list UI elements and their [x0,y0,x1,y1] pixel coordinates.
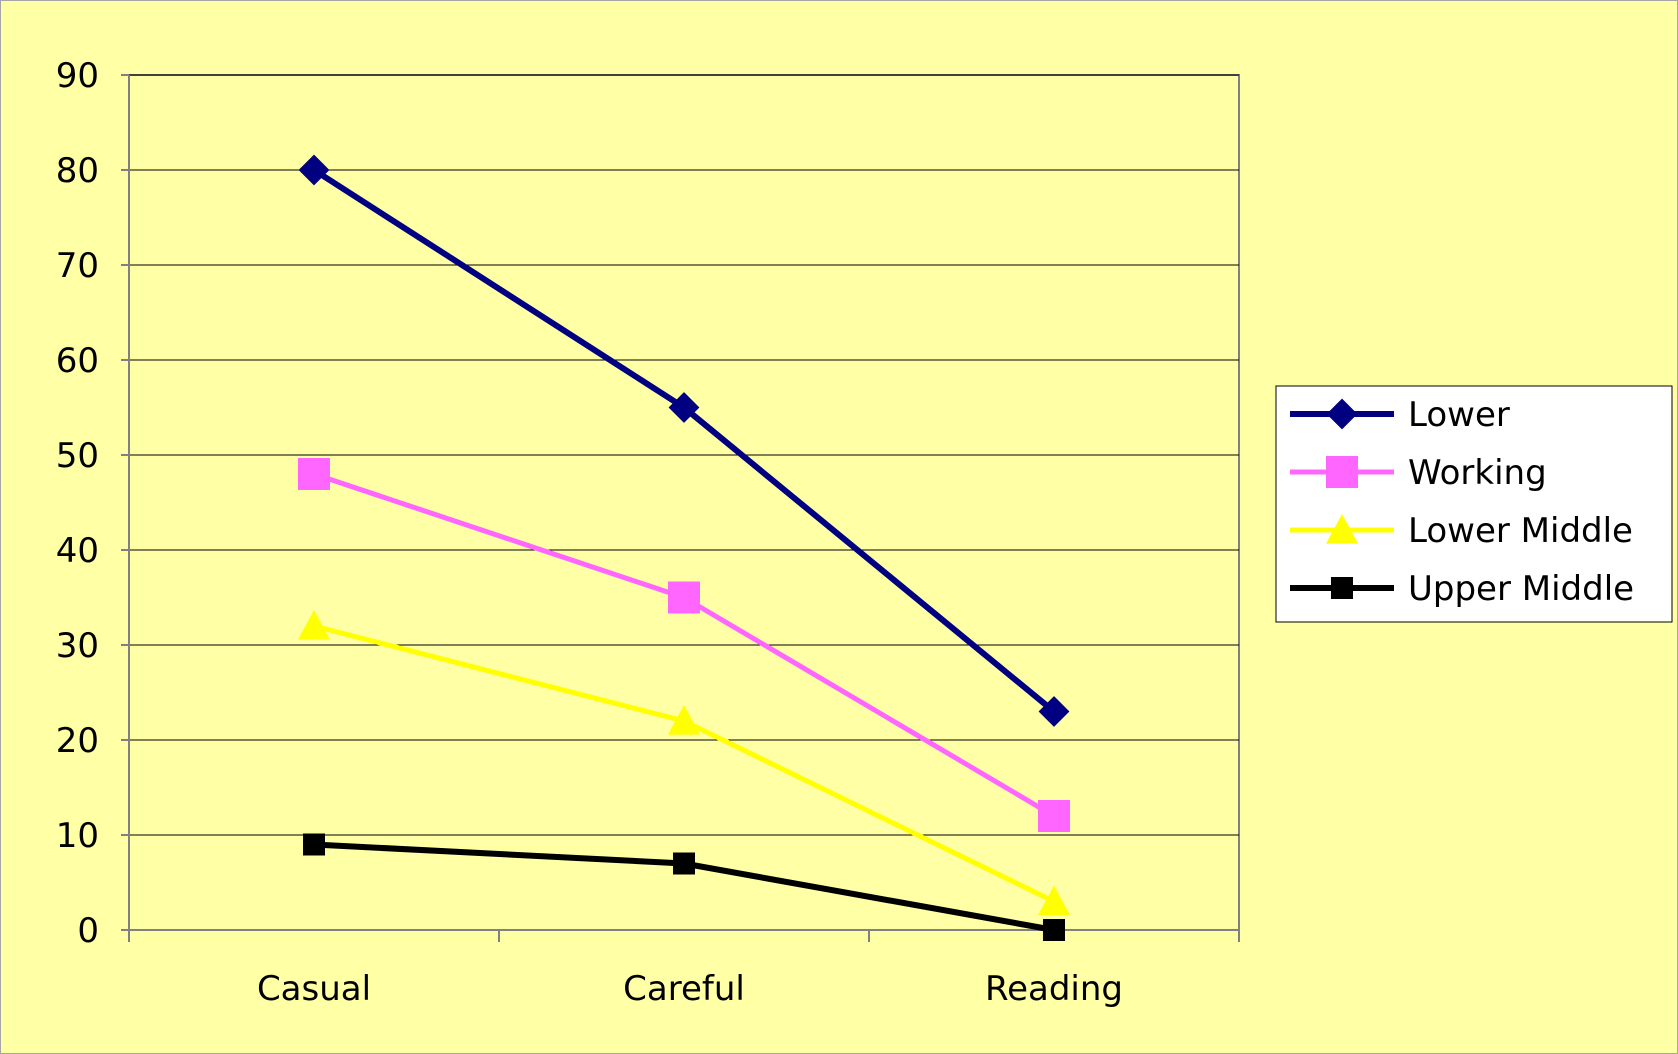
y-tick-label: 70 [56,246,99,286]
series-upper-middle [303,833,1065,941]
plot-area [128,74,1240,931]
x-tick-label: Reading [985,969,1123,1009]
y-tick-label: 90 [56,56,99,96]
series-lower [298,154,1070,727]
data-point [1038,800,1070,832]
data-point [668,392,700,423]
legend-swatch-marker [1331,577,1353,599]
data-point [303,833,325,856]
legend-label: Upper Middle [1408,569,1634,609]
y-tick-label: 50 [56,436,99,476]
data-point [668,581,700,614]
x-tick-label: Casual [257,969,371,1009]
legend-label: Lower [1408,395,1510,435]
data-point [298,458,330,490]
series-working [298,458,1070,832]
y-tick-label: 30 [56,626,99,666]
y-tick-label: 60 [56,341,99,381]
y-tick-label: 0 [77,911,99,951]
x-tick-label: Careful [623,969,745,1009]
y-tick-label: 40 [56,531,99,571]
data-point [298,610,330,640]
data-point [673,852,695,875]
data-point [1038,696,1070,727]
y-tick-label: 80 [56,151,99,191]
data-point [298,154,330,186]
data-point [668,705,700,735]
data-point [1038,885,1070,916]
series-lower-middle [298,610,1070,916]
y-tick-label: 20 [56,721,99,761]
legend-swatch-marker [1326,514,1358,544]
y-tick-label: 10 [56,816,99,856]
legend-swatch-marker [1326,398,1358,430]
legend-label: Working [1408,453,1547,493]
legend-swatch-marker [1326,456,1358,488]
legend-label: Lower Middle [1408,511,1633,551]
data-point [1043,919,1065,941]
